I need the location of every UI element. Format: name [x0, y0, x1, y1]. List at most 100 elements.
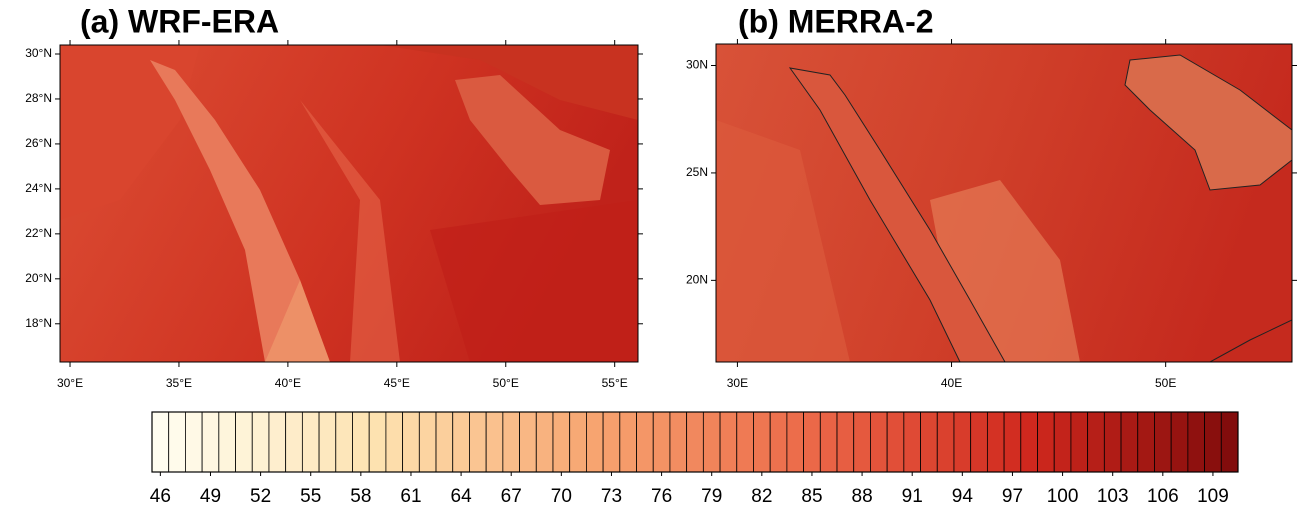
colorbar-box: [1087, 411, 1105, 473]
colorbar-label: 94: [952, 486, 974, 507]
colorbar-box: [686, 411, 704, 473]
colorbar-box: [769, 411, 788, 473]
colorbar-box: [502, 411, 520, 473]
map-b: [716, 44, 1292, 362]
colorbar-box: [235, 411, 253, 473]
colorbar-box: [318, 411, 337, 473]
y-tick-label: 26°N: [25, 136, 52, 150]
colorbar-label: 52: [250, 486, 271, 507]
colorbar-label: 91: [902, 486, 923, 507]
colorbar-box: [1204, 411, 1222, 473]
y-tick-label: 22°N: [25, 226, 52, 240]
colorbar-box: [652, 411, 671, 473]
y-tick-label: 25N: [686, 165, 708, 179]
map-a: [60, 45, 638, 362]
colorbar-label: 88: [852, 486, 873, 507]
colorbar-label: 103: [1097, 486, 1129, 507]
x-tick-label: 30°E: [57, 376, 83, 390]
colorbar-frame: [151, 411, 1239, 473]
colorbar-box: [920, 411, 938, 473]
colorbar-box: [452, 411, 470, 473]
colorbar-box: [552, 411, 571, 473]
colorbar-box: [602, 411, 621, 473]
colorbar-box: [669, 411, 688, 473]
colorbar-label: 58: [350, 486, 371, 507]
colorbar-box: [1187, 411, 1205, 473]
colorbar-box: [870, 411, 888, 473]
colorbar-box: [201, 411, 220, 473]
colorbar-box: [218, 411, 236, 473]
colorbar-box: [702, 411, 721, 473]
colorbar-box: [1103, 411, 1122, 473]
colorbar-box: [786, 411, 805, 473]
y-tick-label: 20°N: [25, 271, 52, 285]
colorbar-label: 79: [701, 486, 722, 507]
colorbar-box: [1053, 411, 1072, 473]
x-tick-label: 55°E: [602, 376, 628, 390]
y-tick-label: 28°N: [25, 91, 52, 105]
colorbar-box: [535, 411, 554, 473]
colorbar-box: [1137, 411, 1155, 473]
colorbar-label: 97: [1002, 486, 1023, 507]
colorbar-label: 85: [801, 486, 822, 507]
colorbar-box: [953, 411, 972, 473]
colorbar-box: [1070, 411, 1089, 473]
x-tick-label: 50E: [1155, 376, 1176, 390]
colorbar-box: [385, 411, 404, 473]
colorbar-box: [836, 411, 855, 473]
colorbar-box: [986, 411, 1005, 473]
colorbar-label: 70: [551, 486, 572, 507]
colorbar-box: [469, 411, 487, 473]
colorbar-box: [853, 411, 871, 473]
colorbar-label: 109: [1197, 486, 1229, 507]
colorbar-box: [151, 411, 170, 473]
colorbar-box: [586, 411, 604, 473]
colorbar-label: 49: [200, 486, 221, 507]
colorbar-box: [1003, 411, 1022, 473]
colorbar-box: [185, 411, 203, 473]
colorbar-label: 106: [1147, 486, 1179, 507]
colorbar-box: [753, 411, 771, 473]
colorbar-box: [819, 411, 838, 473]
colorbar-box: [1170, 411, 1189, 473]
colorbar-label: 76: [651, 486, 672, 507]
y-tick-label: 30°N: [25, 46, 52, 60]
map-frame: [715, 43, 1293, 363]
colorbar-label: 61: [400, 486, 421, 507]
colorbar-box: [1220, 411, 1239, 473]
colorbar-box: [719, 411, 738, 473]
colorbar-box: [936, 411, 955, 473]
colorbar-box: [886, 411, 905, 473]
colorbar-box: [301, 411, 320, 473]
colorbar-box: [418, 411, 437, 473]
colorbar-label: 55: [300, 486, 321, 507]
colorbar-box: [335, 411, 353, 473]
colorbar-box: [736, 411, 754, 473]
colorbar-box: [619, 411, 637, 473]
colorbar-box: [1020, 411, 1038, 473]
colorbar-box: [1154, 411, 1172, 473]
y-tick-label: 30N: [686, 58, 708, 72]
colorbar-label: 46: [150, 486, 171, 507]
colorbar-label: 73: [601, 486, 622, 507]
colorbar-box: [251, 411, 270, 473]
colorbar-box: [903, 411, 921, 473]
colorbar-box: [1037, 411, 1055, 473]
x-tick-label: 50°E: [493, 376, 519, 390]
y-tick-label: 24°N: [25, 181, 52, 195]
map-frame: [59, 44, 639, 363]
colorbar-box: [368, 411, 387, 473]
x-tick-label: 45°E: [384, 376, 410, 390]
panel-title: (a) WRF-ERA: [80, 3, 279, 39]
y-tick-label: 18°N: [25, 316, 52, 330]
y-tick-label: 20N: [686, 273, 708, 287]
colorbar-box: [1120, 411, 1139, 473]
x-tick-label: 40E: [941, 376, 962, 390]
colorbar-box: [435, 411, 454, 473]
colorbar-label: 64: [451, 486, 473, 507]
colorbar-box: [485, 411, 504, 473]
colorbar-box: [970, 411, 988, 473]
colorbar-box: [352, 411, 370, 473]
colorbar-box: [519, 411, 537, 473]
